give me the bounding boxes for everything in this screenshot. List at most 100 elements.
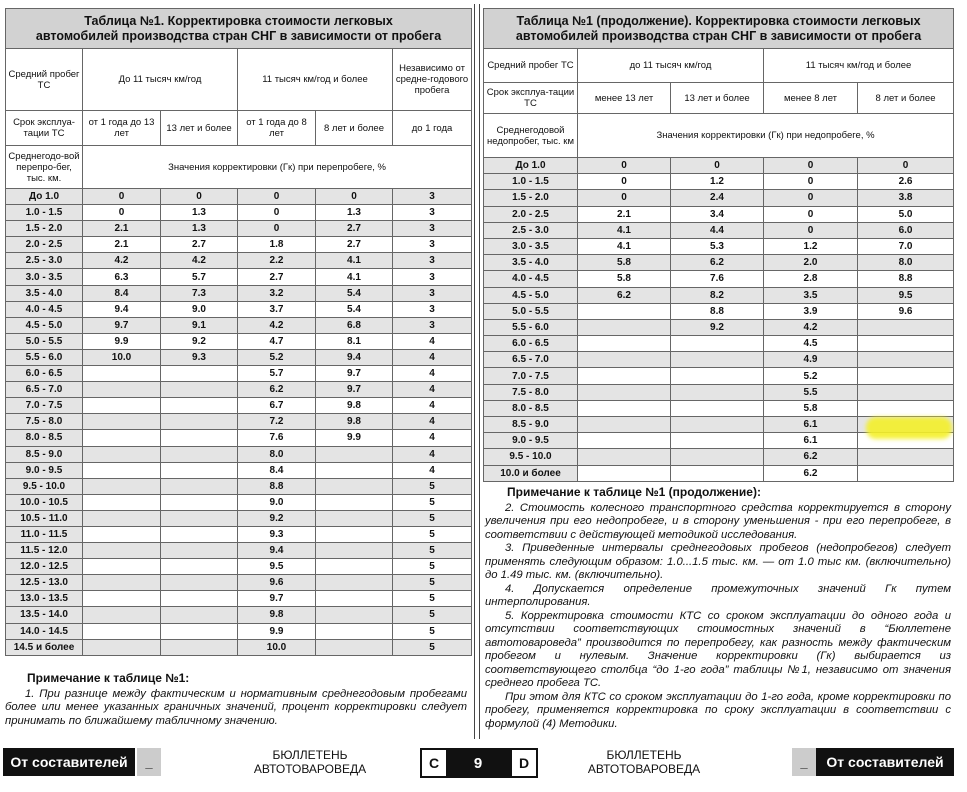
table-cell (670, 464, 764, 482)
journal-line: БЮЛЛЕТЕНЬ (606, 748, 682, 762)
table-cell: 3.0 - 3.5 (5, 268, 83, 286)
table-cell: 3.2 (237, 284, 316, 302)
table-cell: 3.5 - 4.0 (483, 254, 578, 272)
table-cell (577, 464, 671, 482)
table-cell: 5.8 (577, 254, 671, 272)
data-row: 10.5 - 11.0 9.2 5 (5, 509, 473, 527)
table-cell: 1.0 - 1.5 (483, 173, 578, 191)
table-cell: 7.0 - 7.5 (483, 367, 578, 385)
table-cell: 9.8 (315, 413, 393, 431)
table-cell: 0 (577, 173, 671, 191)
table-cell: 9.4 (315, 348, 393, 367)
table-cell (856, 448, 955, 466)
page-letter: C (420, 748, 448, 778)
table-cell: 2.5 - 3.0 (483, 221, 578, 239)
table-cell: 2.7 (315, 236, 393, 254)
table-cell: 4.5 - 5.0 (483, 286, 578, 304)
table-cell (856, 351, 955, 369)
table-cell: 7.0 - 7.5 (5, 397, 83, 415)
data-row: 7.5 - 8.0 7.2 9.8 4 (5, 413, 473, 431)
table-cell (160, 493, 238, 511)
title-line: Таблица №1 (продолжение). Корректировка … (516, 13, 921, 28)
table-cell: Срок эксплуа-тации ТС (5, 110, 83, 146)
header-row: Среднегодо-вой перепро-бег, тыс. км. Знач… (5, 145, 473, 189)
table-cell: 3 (391, 236, 473, 254)
table-cell (82, 461, 161, 479)
title-line: Таблица №1. Корректировка стоимости легк… (84, 13, 393, 28)
table-cell: 5.2 (763, 367, 858, 385)
data-row: 2.5 - 3.0 4.2 4.2 2.2 4.1 3 (5, 252, 473, 270)
journal-name: БЮЛЛЕТЕНЬ АВТОТОВАРОВЕДА (584, 748, 704, 776)
journal-line: АВТОТОВАРОВЕДА (587, 762, 701, 776)
table-cell: 1.8 (237, 236, 316, 254)
table-cell (82, 558, 161, 576)
table-cell (160, 525, 238, 544)
table-cell (160, 429, 238, 447)
table-cell: 4.1 (577, 221, 671, 239)
data-row: 9.0 - 9.5 6.1 (483, 432, 955, 450)
table-cell (160, 574, 238, 592)
table-cell: 0 (670, 156, 764, 175)
table-cell (82, 477, 161, 495)
table-cell: 10.0 (237, 638, 316, 656)
table-cell (82, 429, 161, 447)
data-row: 3.0 - 3.5 4.1 5.3 1.2 7.0 (483, 237, 955, 256)
table-cell: 9.4 (82, 300, 161, 318)
table-cell: 6.7 (237, 397, 316, 415)
table-cell: 5 (391, 606, 473, 624)
note-title: Примечание к таблице №1: (27, 671, 190, 685)
table-cell: 4 (391, 429, 473, 447)
table-cell (315, 542, 393, 560)
data-row: 7.0 - 7.5 6.7 9.8 4 (5, 397, 473, 415)
table-cell: 9.4 (237, 542, 316, 560)
table-cell: 2.0 (763, 254, 858, 272)
table-cell: 4.1 (315, 268, 393, 286)
table-cell: 9.0 (237, 493, 316, 511)
table-cell: 3.8 (856, 189, 955, 207)
journal-name: БЮЛЛЕТЕНЬ АВТОТОВАРОВЕДА (250, 748, 370, 776)
table-cell: 3 (391, 268, 473, 286)
table-title: Таблица №1. Корректировка стоимости легк… (4, 8, 473, 49)
table-cell (82, 365, 161, 383)
data-row: 1.0 - 1.5 0 1.2 0 2.6 (483, 173, 955, 191)
table-cell: 4.0 - 4.5 (483, 270, 578, 288)
section-label: От составителей (3, 748, 135, 776)
data-row: 14.5 и более 10.0 5 (5, 638, 473, 656)
table-cell: 11 тысяч км/год и более (762, 48, 955, 83)
table-cell (315, 606, 393, 624)
table-cell (82, 542, 161, 560)
table-cell (670, 432, 764, 450)
table-cell: 3.5 (763, 286, 858, 304)
table-cell (670, 367, 764, 385)
data-row: 11.0 - 11.5 9.3 5 (5, 525, 473, 544)
table-cell: 10.0 (82, 348, 161, 367)
table-cell: 3 (391, 187, 473, 206)
title-line: автомобилей производства стран СНГ в зав… (515, 28, 922, 43)
table-cell: 5 (391, 477, 473, 495)
table-cell: Средний пробег ТС (483, 48, 578, 83)
table-cell (160, 638, 238, 656)
table-cell: 0 (237, 187, 316, 206)
table-cell (670, 415, 764, 434)
table-cell: 9.9 (315, 429, 393, 447)
table-cell (82, 413, 161, 431)
table-cell: 8 лет и более (856, 82, 955, 114)
data-row: 12.5 - 13.0 9.6 5 (5, 574, 473, 592)
data-row: 6.0 - 6.5 4.5 (483, 335, 955, 353)
table-cell (82, 622, 161, 640)
table-cell (160, 381, 238, 399)
data-row: 5.0 - 5.5 9.9 9.2 4.7 8.1 4 (5, 332, 473, 350)
table-cell: 4 (391, 461, 473, 479)
table-cell: 4.5 - 5.0 (5, 316, 83, 334)
table-cell: 9.3 (160, 348, 238, 367)
table-cell (160, 558, 238, 576)
table-cell: Независимо от средне-годового пробега (391, 48, 473, 111)
title-row: Таблица №1. Корректировка стоимости легк… (4, 8, 473, 49)
note-paragraph: 2. Стоимость колесного транспортного сре… (485, 501, 951, 541)
section-dash: _ (792, 748, 816, 776)
header-row: Среднегодовой недопробег, тыс. км Значени… (483, 113, 955, 158)
table-cell: 4.2 (160, 252, 238, 270)
table-cell: 2.1 (577, 205, 671, 223)
table-cell: 9.7 (82, 316, 161, 334)
table-cell: 4 (391, 332, 473, 350)
